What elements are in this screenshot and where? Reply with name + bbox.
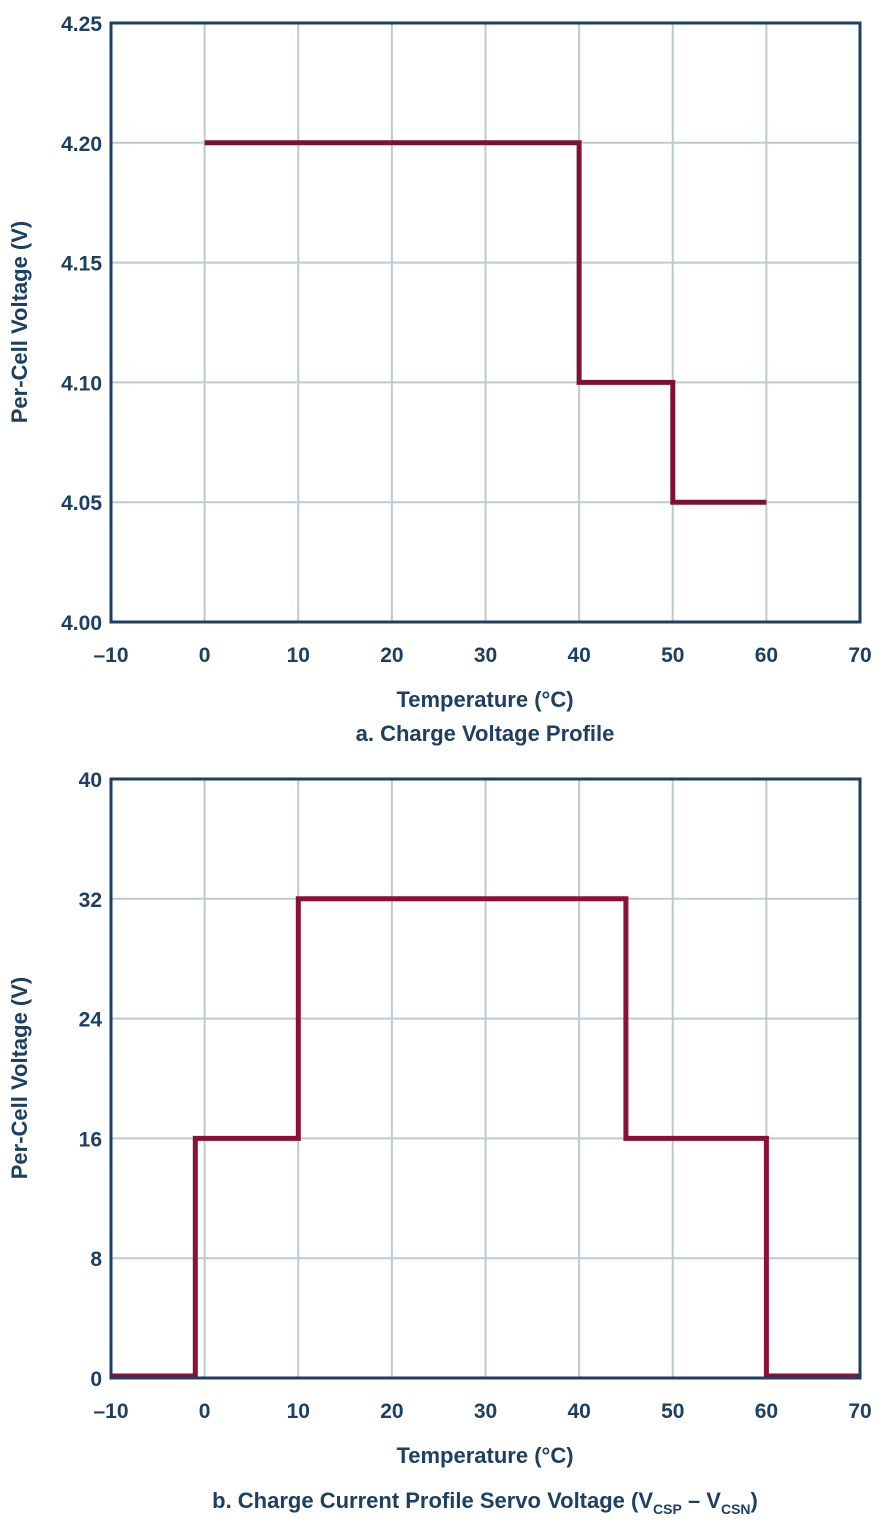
x-tick-label: 0	[199, 644, 211, 667]
y-tick-label: 40	[79, 769, 102, 792]
chart-a-gridlines	[111, 23, 860, 622]
x-tick-label: 30	[474, 644, 497, 667]
y-tick-label: 16	[79, 1128, 102, 1151]
chart-a-plot-frame	[109, 21, 862, 624]
x-tick-label: 70	[848, 644, 871, 667]
chart-b-charge-current: 0 8 16 24 32 40 –10 0 10 20 30 40 50 60 70 Per-Cell V…	[7, 769, 872, 1517]
chart-b-caption-sub-csn: CSN	[721, 1501, 751, 1517]
chart-a-x-axis-label: Temperature (°C)	[396, 687, 573, 712]
chart-a-x-ticks: –10 0 10 20 30 40 50 60 70	[93, 644, 871, 667]
y-tick-label: 4.20	[61, 133, 102, 156]
x-tick-label: 0	[199, 1400, 211, 1423]
y-tick-label: 4.25	[61, 13, 102, 36]
chart-a-y-axis-label: Per-Cell Voltage (V)	[7, 221, 32, 424]
y-tick-label: 0	[90, 1368, 102, 1391]
x-tick-label: 10	[287, 644, 310, 667]
chart-a-series-line	[204, 140, 767, 505]
y-tick-label: 32	[79, 889, 102, 912]
y-tick-label: 4.00	[61, 612, 102, 635]
x-tick-label: 30	[474, 1400, 497, 1423]
x-tick-label: 50	[661, 1400, 684, 1423]
x-tick-label: 50	[661, 644, 684, 667]
x-tick-label: 40	[567, 1400, 590, 1423]
x-tick-label: 20	[380, 644, 403, 667]
x-tick-label: 60	[755, 644, 778, 667]
chart-b-caption: b. Charge Current Profile Servo Voltage …	[212, 1488, 758, 1517]
y-tick-label: 8	[90, 1248, 102, 1271]
chart-b-caption-mid: – V	[682, 1488, 721, 1513]
chart-b-y-axis-label: Per-Cell Voltage (V)	[7, 977, 32, 1180]
chart-b-y-ticks: 0 8 16 24 32 40	[79, 769, 103, 1391]
chart-b-x-ticks: –10 0 10 20 30 40 50 60 70	[93, 1400, 871, 1423]
chart-b-caption-sub-csp: CSP	[653, 1501, 682, 1517]
chart-b-series-line	[111, 896, 860, 1379]
chart-b-x-axis-label: Temperature (°C)	[396, 1443, 573, 1468]
chart-a-caption: a. Charge Voltage Profile	[356, 721, 615, 746]
chart-b-plot-frame	[109, 777, 862, 1380]
x-tick-label: 60	[755, 1400, 778, 1423]
y-tick-label: 4.10	[61, 372, 102, 395]
x-tick-label: 40	[567, 644, 590, 667]
chart-a-y-ticks: 4.00 4.05 4.10 4.15 4.20 4.25	[61, 13, 102, 635]
chart-b-caption-main: b. Charge Current Profile Servo Voltage …	[212, 1488, 653, 1513]
chart-b-caption-end: )	[751, 1488, 758, 1513]
x-tick-label: –10	[93, 644, 128, 667]
x-tick-label: 20	[380, 1400, 403, 1423]
y-tick-label: 4.15	[61, 253, 102, 276]
y-tick-label: 24	[79, 1009, 103, 1032]
x-tick-label: 70	[848, 1400, 871, 1423]
x-tick-label: 10	[287, 1400, 310, 1423]
chart-a-charge-voltage: 4.00 4.05 4.10 4.15 4.20 4.25 –10 0 10 20 30 40 50 6…	[7, 13, 872, 746]
y-tick-label: 4.05	[61, 492, 102, 515]
chart-b-gridlines	[111, 779, 860, 1378]
x-tick-label: –10	[93, 1400, 128, 1423]
